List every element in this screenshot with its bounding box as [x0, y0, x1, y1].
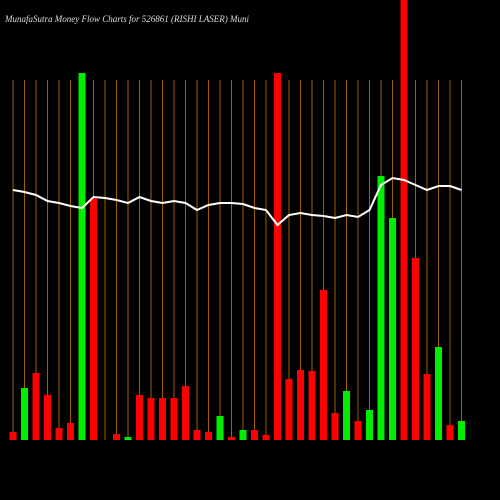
bar [435, 347, 442, 440]
bar [147, 398, 155, 440]
bar [458, 421, 465, 440]
lines [12, 176, 462, 227]
bar [400, 0, 408, 440]
bar [21, 388, 28, 440]
bar [159, 398, 166, 440]
bar [412, 258, 419, 440]
bar [446, 425, 454, 440]
bar [343, 391, 350, 440]
bar [9, 432, 17, 440]
bar [216, 416, 224, 440]
bar [262, 435, 270, 440]
bar [90, 198, 97, 440]
bar [124, 437, 132, 440]
bar [170, 398, 178, 440]
bar [366, 410, 373, 440]
chart-title: MunafaSutra Money Flow Charts for 526861… [4, 14, 249, 24]
bar [331, 413, 339, 440]
bar [113, 434, 120, 440]
bars [9, 0, 465, 440]
bar [297, 370, 304, 440]
bar [274, 73, 281, 440]
bar [32, 373, 40, 440]
money-flow-line [12, 176, 462, 227]
bar [251, 430, 258, 440]
bar [44, 395, 51, 440]
bar [320, 290, 327, 440]
bar [136, 395, 143, 440]
bar [377, 176, 385, 440]
bar [354, 421, 362, 440]
bar [182, 386, 189, 440]
bar [78, 73, 86, 440]
bar [193, 430, 201, 440]
bar [389, 218, 396, 440]
bar [239, 430, 247, 440]
bar [55, 428, 63, 440]
bar [285, 379, 293, 440]
bar [308, 371, 316, 440]
bar [67, 423, 74, 440]
bar [228, 437, 235, 440]
bar [423, 374, 431, 440]
bar [205, 432, 212, 440]
